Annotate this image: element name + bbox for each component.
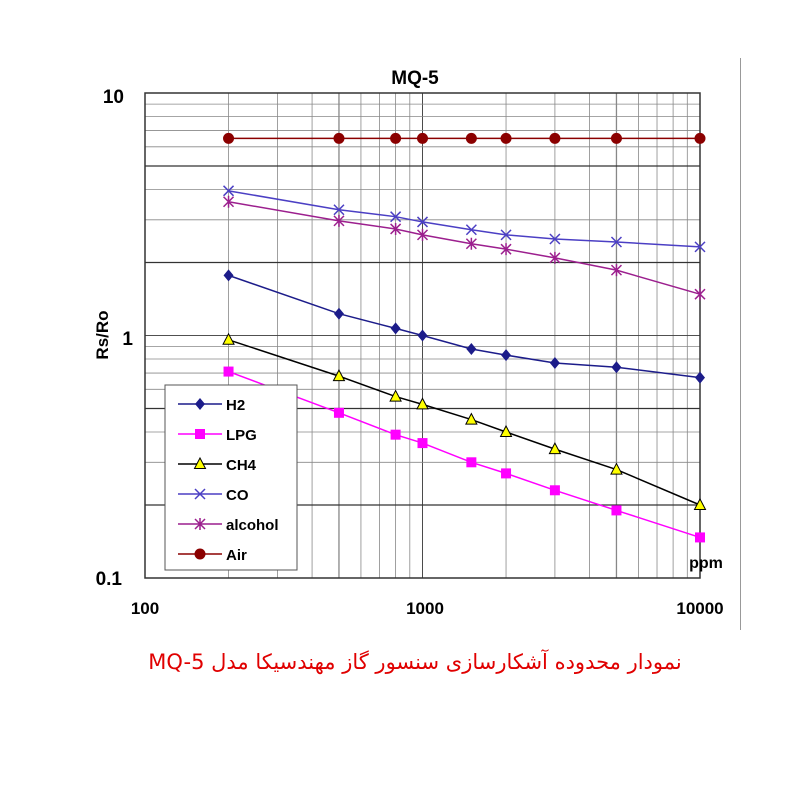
plot-border [144,92,701,579]
circle-marker [500,132,512,144]
asterisk-marker [500,243,512,256]
asterisk-marker [333,214,345,227]
circle-marker [610,132,622,144]
triangle-marker [416,397,429,410]
square-marker [466,457,477,468]
x-marker [333,204,345,216]
series-line [228,370,701,539]
x-tick-label: 1000 [406,599,444,618]
legend-item: LPG [178,427,257,444]
x-tick-label: 100 [131,599,159,618]
square-marker [417,438,428,449]
series-air [223,132,706,144]
triangle-marker [193,456,207,469]
x-marker [465,224,477,236]
y-tick-label: 10 [103,87,124,108]
square-marker [549,485,560,496]
asterisk-marker [549,251,561,264]
series-line [228,190,701,248]
series-co [223,185,706,253]
diamond-marker [223,269,234,282]
circle-marker [333,132,345,144]
square-marker [501,468,512,479]
diamond-marker [333,307,344,320]
legend-label: LPG [226,427,257,444]
x-marker [500,229,512,241]
triangle-marker [693,497,707,511]
legend-label: alcohol [226,517,279,534]
diamond-marker [390,322,401,335]
triangle-marker [548,442,562,455]
y-axis-label: Rs/Ro [93,310,112,359]
square-marker [611,505,622,516]
caption: نمودار محدوده آشکارسازی سنسور گاز مهندسی… [148,650,682,674]
legend-item: CH4 [178,456,257,474]
series-alcohol [223,195,706,301]
x-marker [416,216,429,228]
legend-label: CO [226,487,249,504]
series-h2 [223,269,705,384]
asterisk-marker [465,237,477,250]
legend: H2 LPG CH4 CO alcohol Air [164,384,298,571]
triangle-marker [222,332,235,345]
series-line [228,201,701,295]
circle-marker [549,132,561,144]
asterisk-marker [194,518,206,530]
legend-label: CH4 [226,457,257,474]
asterisk-marker [416,228,429,241]
square-marker [390,429,401,440]
diamond-marker [611,361,622,374]
x-marker [194,488,206,500]
asterisk-marker [223,195,235,208]
legend-item: H2 [178,397,245,414]
asterisk-marker [610,264,622,277]
asterisk-marker [390,222,402,235]
diamond-marker [549,357,560,370]
x-tick-label: 10000 [676,599,723,618]
diamond-marker [417,329,428,342]
frame-line [740,58,741,630]
diamond-marker [501,349,512,362]
legend-box [164,384,298,571]
circle-marker [390,132,402,144]
x-marker [549,233,561,245]
circle-marker [417,132,428,144]
series-ch4 [222,332,707,511]
x-marker [390,211,402,223]
square-marker [195,429,205,439]
triangle-marker [332,369,346,382]
triangle-marker [610,462,623,475]
series-line [228,339,701,506]
square-marker [223,366,234,377]
legend-label: Air [226,547,247,564]
diamond-marker [466,342,477,355]
square-marker [333,407,344,418]
triangle-marker [465,412,478,425]
legend-label: H2 [226,397,245,414]
triangle-marker [389,389,402,402]
square-marker [695,532,705,543]
diamond-marker [195,398,205,410]
diamond-marker [695,371,705,384]
series-lpg [223,366,705,543]
circle-marker [465,132,477,144]
y-tick-label: 1 [122,329,133,350]
chart-title: MQ-5 [391,68,439,89]
circle-marker [223,132,235,144]
asterisk-marker [694,288,706,301]
x-marker [610,236,622,248]
x-marker [223,185,235,197]
triangle-marker [499,424,513,438]
legend-item: CO [178,487,249,504]
circle-marker [194,548,206,560]
legend-item: Air [178,547,247,564]
series-group [222,132,707,543]
circle-marker [694,132,706,144]
y-tick-label: 0.1 [96,569,123,590]
x-marker [694,241,706,253]
legend-item: alcohol [178,517,279,534]
x-axis-label: ppm [689,555,723,572]
